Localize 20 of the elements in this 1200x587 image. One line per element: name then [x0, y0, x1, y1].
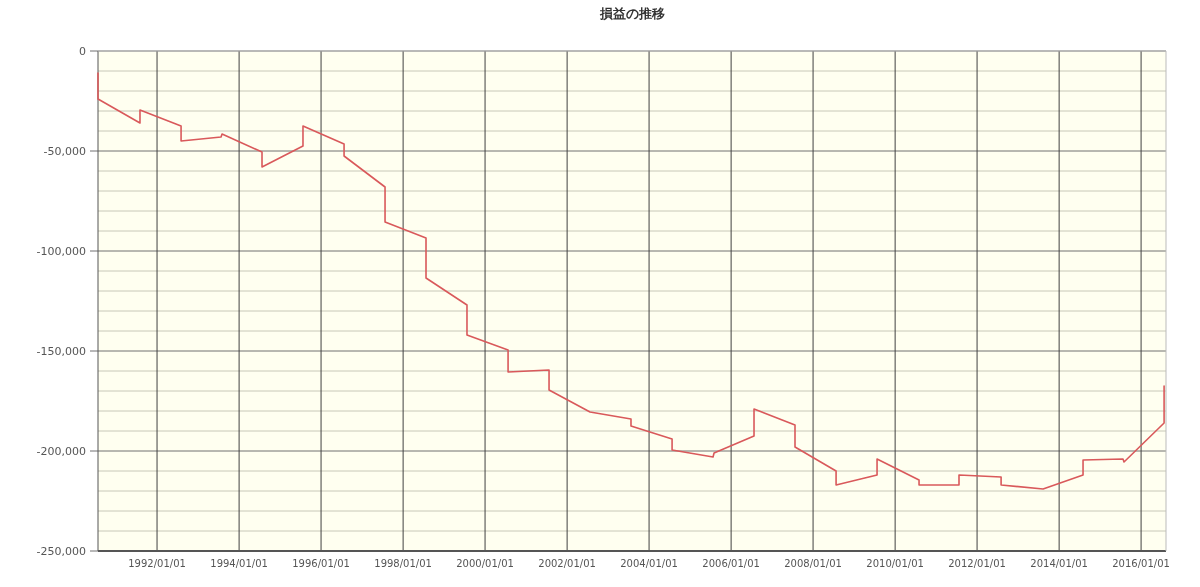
- x-tick-label: 1996/01/01: [292, 558, 350, 569]
- x-tick-label: 2014/01/01: [1030, 558, 1088, 569]
- y-tick-label: -200,000: [36, 445, 86, 458]
- chart-title: 損益の推移: [598, 6, 665, 21]
- x-tick-label: 2012/01/01: [948, 558, 1006, 569]
- x-tick-label: 2008/01/01: [784, 558, 842, 569]
- x-tick-label: 1994/01/01: [210, 558, 268, 569]
- x-tick-label: 1998/01/01: [374, 558, 432, 569]
- y-tick-label: -250,000: [36, 545, 86, 558]
- x-tick-label: 2016/01/01: [1112, 558, 1170, 569]
- y-tick-label: -50,000: [43, 145, 86, 158]
- y-tick-label: 0: [79, 45, 86, 58]
- x-tick-label: 2002/01/01: [538, 558, 596, 569]
- x-tick-label: 2010/01/01: [866, 558, 924, 569]
- y-tick-label: -150,000: [36, 345, 86, 358]
- x-tick-label: 1992/01/01: [128, 558, 186, 569]
- x-tick-label: 2000/01/01: [456, 558, 514, 569]
- y-tick-label: -100,000: [36, 245, 86, 258]
- x-tick-label: 2006/01/01: [702, 558, 760, 569]
- x-tick-label: 2004/01/01: [620, 558, 678, 569]
